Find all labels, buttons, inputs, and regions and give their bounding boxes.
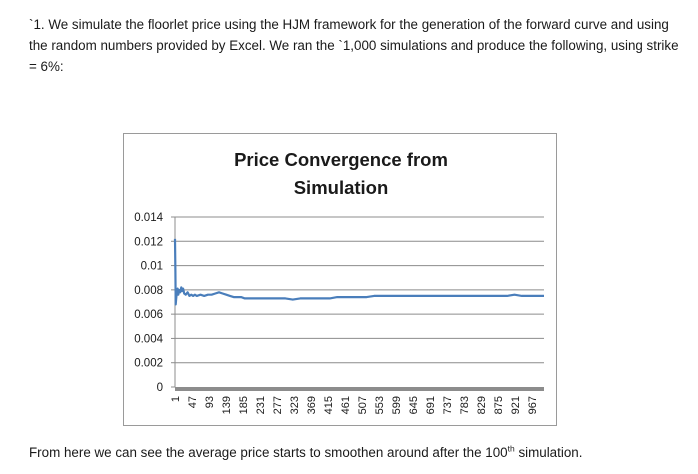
x-tick-label: 921 <box>510 396 522 414</box>
x-tick-label: 139 <box>221 396 233 414</box>
intro-paragraph: `1. We simulate the floorlet price using… <box>29 17 679 74</box>
x-tick-label: 277 <box>272 396 284 414</box>
x-tick-label: 461 <box>340 396 352 414</box>
x-tick-label: 875 <box>493 396 505 414</box>
series-layer <box>173 238 544 306</box>
chart-title-line-1: Price Convergence from <box>234 149 448 170</box>
y-tick-label: 0.012 <box>134 236 163 248</box>
chart-frame: Price Convergence from Simulation 0 0.002… <box>123 133 557 426</box>
x-tick-label: 231 <box>255 396 267 414</box>
x-tick-label: 737 <box>442 396 454 414</box>
y-tick-label: 0.01 <box>141 261 163 273</box>
y-tick-label: 0.002 <box>134 358 163 370</box>
x-tick-label: 47 <box>187 396 199 408</box>
x-tick-label: 1 <box>170 396 182 402</box>
x-tick-label: 829 <box>476 396 488 414</box>
chart-title-line-2: Simulation <box>294 177 389 198</box>
x-tick-label: 369 <box>306 396 318 414</box>
x-tick-label: 967 <box>527 396 539 414</box>
x-tick-label: 553 <box>374 396 386 414</box>
conclusion-text-end: simulation. <box>514 445 583 460</box>
x-tick-label: 323 <box>289 396 301 414</box>
x-tick-label: 185 <box>238 396 250 414</box>
x-tick-label: 645 <box>408 396 420 414</box>
ordinal-suffix: th <box>507 443 515 454</box>
x-tick-label: 93 <box>204 396 216 408</box>
x-axis-ticks: 1 47 93 139 185 231 277 323 369 415 461 507 553 599 64… <box>170 396 539 414</box>
y-tick-label: 0.004 <box>134 333 163 345</box>
x-tick-label: 783 <box>459 396 471 414</box>
x-axis-band <box>175 387 544 391</box>
y-tick-label: 0 <box>157 382 163 394</box>
y-tick-label: 0.008 <box>134 285 163 297</box>
conclusion-paragraph: From here we can see the average price s… <box>29 443 679 463</box>
x-tick-label: 507 <box>357 396 369 414</box>
y-tick-label: 0.006 <box>134 309 163 321</box>
y-tick-label: 0.014 <box>134 212 163 224</box>
x-tick-label: 415 <box>323 396 335 414</box>
gridlines <box>175 216 544 364</box>
price-convergence-chart: Price Convergence from Simulation 0 0.002… <box>134 149 544 414</box>
x-tick-label: 691 <box>425 396 437 414</box>
series-line-average-price <box>173 238 544 306</box>
x-tick-label: 599 <box>391 396 403 414</box>
conclusion-text: From here we can see the average price s… <box>29 445 508 460</box>
y-axis-ticks: 0 0.002 0.004 0.006 0.008 0.01 0.012 0.014 <box>134 212 175 394</box>
axes <box>174 217 544 391</box>
